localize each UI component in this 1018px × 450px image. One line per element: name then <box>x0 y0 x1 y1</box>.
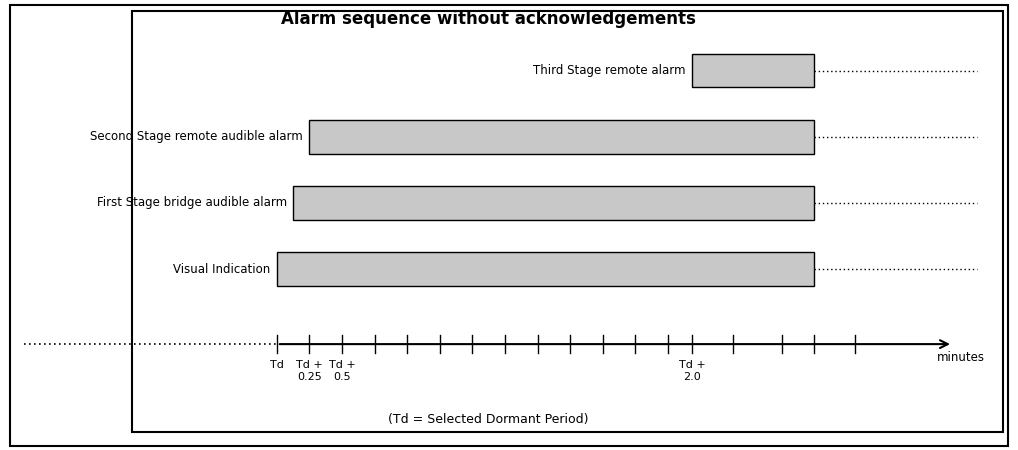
Text: Alarm sequence without acknowledgements: Alarm sequence without acknowledgements <box>281 10 696 28</box>
Text: Td: Td <box>270 360 284 370</box>
Text: Td +
2.0: Td + 2.0 <box>679 360 705 382</box>
Text: Third Stage remote alarm: Third Stage remote alarm <box>533 64 686 77</box>
Bar <box>309 120 814 153</box>
Bar <box>277 252 814 286</box>
Text: (Td = Selected Dormant Period): (Td = Selected Dormant Period) <box>389 413 588 426</box>
Text: minutes: minutes <box>937 351 984 364</box>
Text: Td +
0.25: Td + 0.25 <box>296 360 323 382</box>
Text: Second Stage remote audible alarm: Second Stage remote audible alarm <box>91 130 303 143</box>
Text: Td +
0.5: Td + 0.5 <box>329 360 355 382</box>
Bar <box>293 186 814 220</box>
Text: Visual Indication: Visual Indication <box>173 263 271 275</box>
Text: First Stage bridge audible alarm: First Stage bridge audible alarm <box>97 197 287 209</box>
Bar <box>692 54 814 87</box>
